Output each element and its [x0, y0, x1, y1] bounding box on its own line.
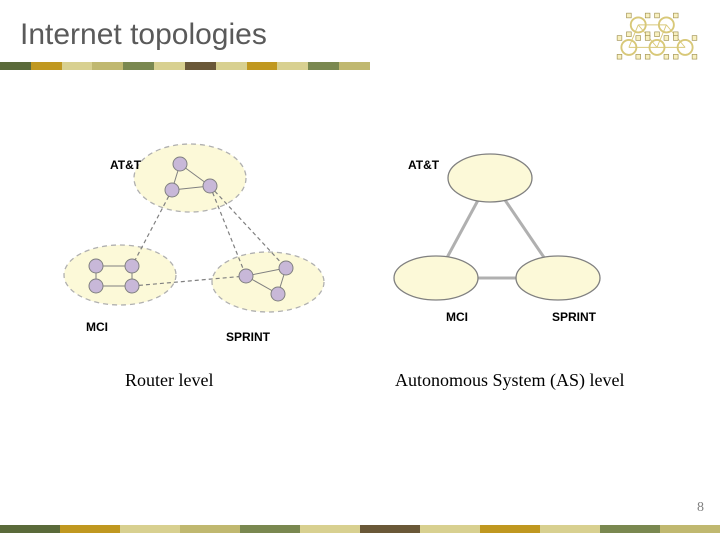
accent-segment — [420, 525, 480, 533]
accent-bar-bottom — [0, 525, 720, 533]
accent-segment — [240, 525, 300, 533]
label-router-mci: MCI — [86, 320, 108, 334]
accent-segment — [540, 525, 600, 533]
accent-segment — [180, 525, 240, 533]
accent-segment — [120, 525, 180, 533]
as-node-att — [448, 154, 532, 202]
as-node-sprint — [516, 256, 600, 300]
page-number: 8 — [697, 500, 704, 516]
label-as-att: AT&T — [408, 158, 439, 172]
accent-segment — [660, 525, 720, 533]
as-level-diagram — [0, 0, 720, 540]
as-level-caption: Autonomous System (AS) level — [395, 370, 625, 391]
accent-segment — [0, 525, 60, 533]
accent-segment — [300, 525, 360, 533]
as-node-mci — [394, 256, 478, 300]
accent-segment — [480, 525, 540, 533]
accent-segment — [600, 525, 660, 533]
label-router-att: AT&T — [110, 158, 141, 172]
accent-segment — [60, 525, 120, 533]
label-as-sprint: SPRINT — [552, 310, 596, 324]
label-as-mci: MCI — [446, 310, 468, 324]
label-router-sprint: SPRINT — [226, 330, 270, 344]
router-level-caption: Router level — [125, 370, 213, 391]
accent-segment — [360, 525, 420, 533]
